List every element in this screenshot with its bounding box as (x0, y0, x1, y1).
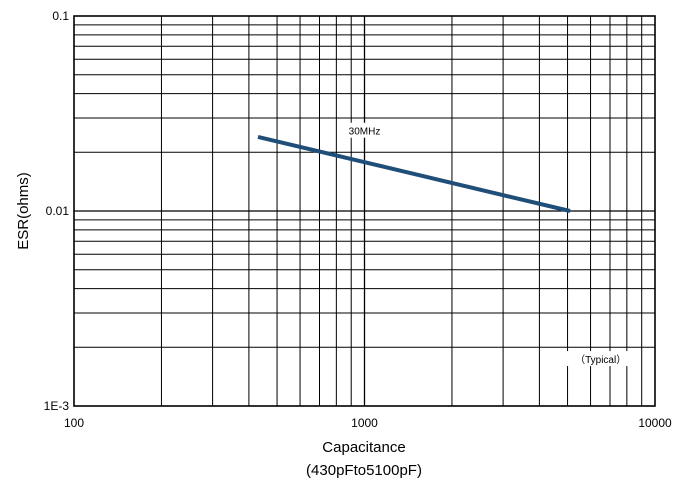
annotation-background (343, 122, 386, 138)
grid (74, 16, 655, 406)
plot-frame (73, 15, 656, 407)
typical-note: （Typical） (575, 354, 626, 366)
x-tick-label: 1000 (351, 416, 378, 430)
y-tick-label: 1E-3 (44, 399, 70, 413)
series-label-30mhz: 30MHz (349, 127, 381, 138)
series-line-30mhz (257, 134, 571, 213)
annotation-background (566, 351, 635, 367)
annotations: 30MHz （Typical） (343, 122, 635, 367)
x-axis-subtitle: (430pFto5100pF) (306, 462, 422, 479)
x-tick-label: 100 (64, 416, 84, 430)
series-group (257, 134, 571, 213)
y-axis-title: ESR(ohms) (15, 172, 32, 250)
x-tick-label: 10000 (638, 416, 672, 430)
y-tick-label: 0.1 (52, 9, 69, 23)
tick-labels: 100 1000 10000 0.1 0.01 1E-3 (44, 9, 672, 430)
x-axis-title: Capacitance (322, 439, 405, 456)
y-tick-label: 0.01 (46, 204, 70, 218)
